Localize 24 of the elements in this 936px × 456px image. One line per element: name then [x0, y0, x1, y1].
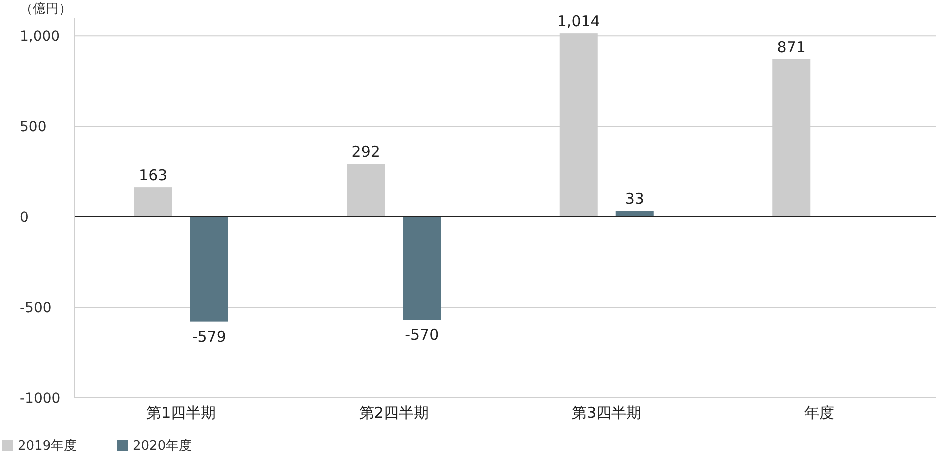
legend-label: 2019年度 [18, 438, 78, 454]
data-label: 1,014 [557, 12, 600, 31]
data-label: 33 [625, 190, 644, 208]
legend-label: 2020年度 [133, 438, 192, 454]
bar [403, 217, 442, 320]
y-tick-label: 500 [20, 120, 47, 136]
y-tick-label: -1000 [20, 391, 61, 407]
data-label: 871 [777, 38, 806, 56]
y-tick-label: 0 [20, 210, 29, 226]
data-label: 292 [352, 143, 380, 162]
data-label: -579 [192, 328, 226, 346]
x-tick-label: 第3四半期 [572, 404, 642, 422]
bar [134, 188, 172, 218]
x-tick-label: 第1四半期 [146, 404, 216, 422]
data-label: 163 [139, 166, 168, 185]
bar [190, 217, 228, 322]
y-tick-label: 1,000 [20, 29, 60, 46]
x-tick-label: 年度 [804, 404, 835, 422]
bar [347, 164, 386, 218]
bar [616, 211, 654, 218]
y-tick-label: -500 [20, 300, 52, 317]
data-label: -570 [405, 326, 440, 344]
y-axis-title: （億円） [20, 2, 72, 17]
x-tick-label: 第2四半期 [359, 404, 429, 422]
